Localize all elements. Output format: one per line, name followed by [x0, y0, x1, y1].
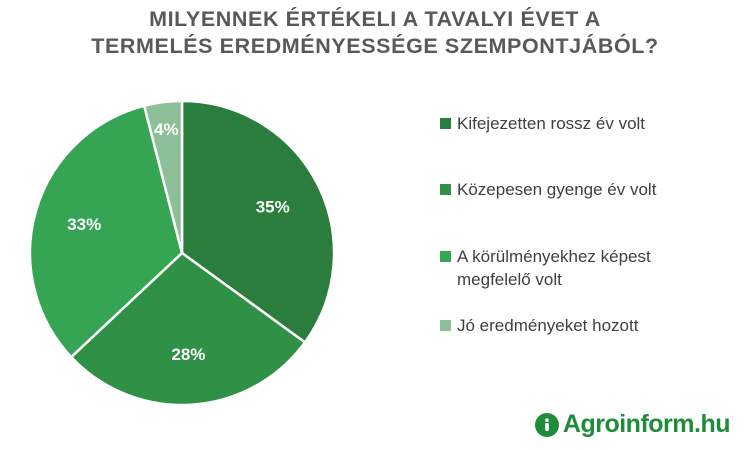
pie-slice-2: [69, 251, 307, 407]
legend-label-3-line-1: A körülményekhez képest: [457, 247, 651, 266]
legend-item-4: Jó eredményeket hozott: [440, 314, 638, 337]
chart-title-line-2: TERMELÉS EREDMÉNYESSÉGE SZEMPONTJÁBÓL?: [91, 34, 659, 58]
legend-label-1: Kifejezetten rossz év volt: [457, 114, 646, 133]
legend-item-3: A körülményekhez képest megfelelő volt: [440, 245, 651, 291]
pie-slice-4: [142, 99, 184, 255]
legend-label-3-line-2: megfelelő volt: [457, 270, 562, 289]
chart-title-line-1: MILYENNEK ÉRTÉKELI A TAVALYI ÉVET A: [149, 7, 601, 31]
pie-data-label-2: 28%: [171, 345, 205, 364]
pie-slices: [28, 99, 336, 407]
logo-text: Agroinform.hu: [562, 410, 731, 438]
legend-swatch-3: [440, 251, 451, 262]
pie-data-label-4: 4%: [154, 120, 179, 139]
legend-swatch-4: [440, 320, 451, 331]
legend-label-4: Jó eredményeket hozott: [457, 316, 639, 335]
legend-label-2: Közepesen gyenge év volt: [457, 180, 657, 199]
legend-item-2: Közepesen gyenge év volt: [440, 178, 656, 201]
legend-item-1: Kifejezetten rossz év volt: [440, 112, 645, 135]
chart-title: MILYENNEK ÉRTÉKELI A TAVALYI ÉVET A TERM…: [0, 6, 750, 60]
legend-swatch-1: [440, 118, 451, 129]
pie-slice-3: [28, 104, 184, 359]
pie-slice-1: [180, 99, 336, 344]
pie-data-labels: 35% 28% 33% 4%: [67, 120, 290, 364]
agroinform-logo: Agroinform.hu: [534, 410, 731, 439]
pie-data-label-3: 33%: [67, 215, 101, 234]
agroinform-logo-icon: [534, 412, 559, 437]
pie-data-label-1: 35%: [256, 197, 290, 216]
legend-swatch-2: [440, 184, 451, 195]
